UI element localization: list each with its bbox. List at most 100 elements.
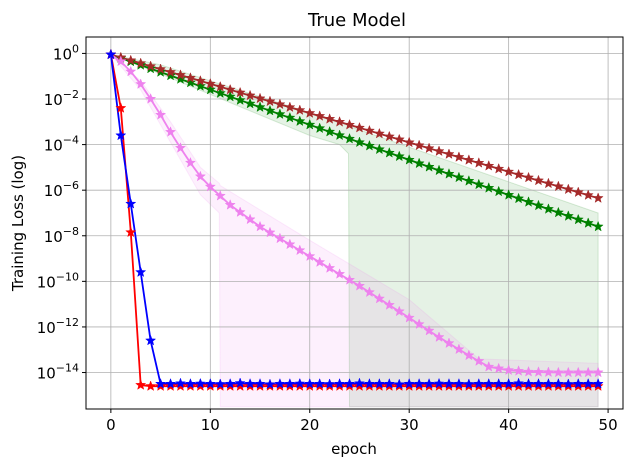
series-4-point-38 (483, 378, 495, 389)
series-0-point-39 (493, 185, 505, 197)
series-1-point-34 (443, 148, 455, 159)
series-0-point-19 (294, 115, 306, 127)
x-tick-label-3: 30 (400, 416, 419, 434)
series-4-point-2 (125, 197, 137, 209)
series-0-point-35 (453, 171, 465, 183)
series-1-point-3 (135, 57, 147, 69)
series-4-point-44 (542, 378, 555, 389)
series-1-point-45 (552, 180, 564, 192)
series-0-point-23 (333, 129, 346, 141)
series-2-point-8 (184, 156, 197, 168)
series-4-point-42 (522, 378, 535, 389)
series-2-point-43 (532, 366, 545, 377)
series-markers (105, 48, 604, 391)
series-2-point-22 (324, 262, 336, 273)
series-0-point-9 (194, 80, 206, 91)
series-4-point-16 (264, 378, 276, 390)
series-1-point-17 (274, 98, 286, 110)
series-2-point-30 (403, 311, 415, 323)
series-3-point-1 (115, 102, 127, 113)
series-4-point-36 (463, 378, 475, 389)
series-0-point-28 (383, 146, 395, 158)
series-0-point-18 (284, 111, 296, 123)
series-2-point-33 (433, 331, 445, 342)
series-4-point-22 (324, 378, 336, 389)
series-1-point-35 (453, 151, 465, 162)
series-1-point-42 (522, 171, 535, 183)
series-1-point-6 (164, 66, 177, 77)
y-tick-label-1: 10−2 (44, 88, 79, 109)
series-4-point-7 (174, 377, 187, 389)
series-0-point-20 (304, 118, 316, 130)
series-0-point-37 (473, 178, 485, 190)
series-2-point-4 (145, 93, 157, 104)
y-tick-label-4: 10−8 (44, 225, 79, 246)
series-2-point-34 (443, 337, 455, 349)
series-0-point-48 (582, 217, 594, 228)
x-axis-label: epoch (331, 440, 377, 458)
series-4-point-15 (254, 378, 266, 389)
series-1-point-31 (413, 139, 425, 151)
series-0-point-42 (522, 196, 535, 207)
series-0-point-22 (324, 125, 336, 137)
series-2-point-18 (284, 238, 296, 250)
series-2-point-29 (393, 305, 405, 317)
grid-lines (86, 37, 623, 409)
series-2-point-2 (125, 65, 137, 77)
series-2-point-23 (333, 268, 346, 279)
series-4-point-3 (135, 266, 147, 278)
series-2-point-32 (423, 324, 435, 336)
series-1-point-13 (234, 86, 246, 98)
series-2-point-1 (115, 55, 127, 67)
series-1-point-5 (154, 63, 167, 74)
series-0-point-6 (164, 69, 177, 81)
series-0-point-10 (204, 83, 216, 95)
y-tick-label-2: 10−4 (44, 134, 79, 155)
series-4-point-45 (552, 378, 564, 389)
series-1-point-8 (184, 72, 197, 83)
series-2-point-19 (294, 244, 306, 256)
y-tick-label-7: 10−14 (37, 362, 79, 383)
series-0-point-30 (403, 154, 415, 165)
series-4-point-40 (503, 378, 515, 389)
series-2-point-14 (244, 213, 256, 225)
series-4-point-24 (343, 378, 356, 389)
series-0-point-43 (532, 199, 545, 211)
series-4-point-34 (443, 378, 455, 389)
series-4-point-4 (145, 334, 157, 346)
confidence-bands (110, 54, 599, 408)
series-4-point-37 (473, 378, 485, 389)
series-2-point-28 (383, 299, 395, 310)
series-1-point-27 (373, 127, 385, 139)
y-axis-label: Training Loss (log) (9, 155, 27, 292)
series-1-point-49 (592, 192, 604, 203)
series-2-point-37 (473, 355, 485, 366)
series-0-point-46 (562, 210, 574, 221)
chart-title: True Model (307, 10, 406, 31)
series-2-point-42 (522, 365, 535, 377)
series-0-point-14 (244, 97, 256, 109)
series-4-point-14 (244, 378, 256, 389)
series-0-point-40 (503, 189, 515, 200)
plot-frame (85, 36, 624, 410)
series-2-point-35 (453, 343, 465, 355)
series-0-point-25 (353, 136, 366, 148)
series-0-point-24 (343, 132, 356, 144)
x-axis-ticks: 0 10 20 30 40 50 (106, 409, 618, 434)
series-0-point-41 (512, 192, 525, 204)
series-2-point-13 (234, 206, 246, 217)
series-0-point-15 (254, 101, 266, 113)
series-1-point-20 (304, 107, 316, 118)
series-1-point-12 (224, 83, 236, 95)
series-1-point-9 (194, 75, 206, 86)
series-2-point-15 (254, 220, 266, 232)
series-2-point-20 (304, 250, 316, 262)
y-tick-label-5: 10−10 (37, 270, 79, 291)
series-2-point-9 (194, 170, 206, 182)
series-4-point-26 (363, 378, 376, 389)
series-2-point-17 (274, 232, 286, 244)
y-axis-ticks: 100 10−2 10−4 10−6 10−8 10−10 10−12 10−14 (37, 42, 86, 383)
series-1-point-22 (324, 113, 336, 124)
series-1-point-28 (383, 130, 395, 142)
